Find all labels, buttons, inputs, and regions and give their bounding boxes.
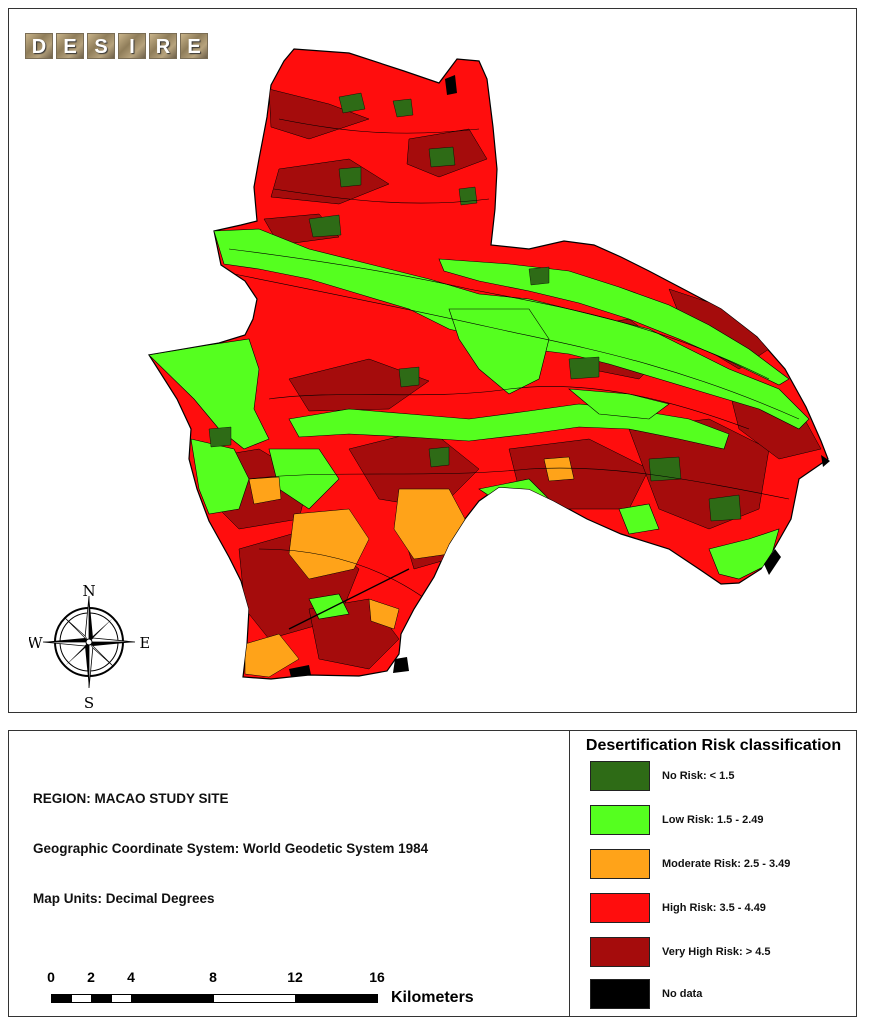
compass-north-label: N bbox=[82, 584, 95, 600]
compass-west-label: W bbox=[29, 634, 43, 652]
scale-tick-label: 4 bbox=[127, 969, 135, 985]
scale-segment bbox=[71, 994, 92, 1003]
region-label: REGION: MACAO STUDY SITE bbox=[33, 791, 229, 806]
no-data-zones bbox=[289, 75, 830, 677]
legend-label: Very High Risk: > 4.5 bbox=[662, 946, 771, 958]
river-line bbox=[288, 568, 410, 630]
compass-star-icon bbox=[42, 595, 136, 689]
legend-swatch bbox=[590, 893, 650, 923]
low-risk-zones bbox=[149, 228, 810, 620]
legend-swatch bbox=[590, 979, 650, 1009]
info-panel: REGION: MACAO STUDY SITE Geographic Coor… bbox=[8, 730, 857, 1017]
legend-label: No data bbox=[662, 988, 703, 1000]
legend-item-high-risk: High Risk: 3.5 - 4.49 bbox=[590, 893, 766, 923]
scale-segment bbox=[111, 994, 132, 1003]
logo-letter: E bbox=[56, 33, 84, 59]
legend-label: High Risk: 3.5 - 4.49 bbox=[662, 902, 766, 914]
logo-letter: R bbox=[149, 33, 177, 59]
no-risk-zones bbox=[208, 92, 742, 522]
legend: Desertification Risk classification No R… bbox=[569, 731, 856, 1016]
map-frame: D E S I R E N bbox=[8, 8, 857, 713]
compass-south-label: S bbox=[84, 694, 94, 712]
scale-segment bbox=[51, 994, 72, 1003]
legend-swatch bbox=[590, 937, 650, 967]
compass-rose: N S W E bbox=[29, 584, 149, 714]
legend-swatch bbox=[590, 805, 650, 835]
legend-item-very-high-risk: Very High Risk: > 4.5 bbox=[590, 937, 771, 967]
scale-tick-label: 8 bbox=[209, 969, 217, 985]
map-units-label: Map Units: Decimal Degrees bbox=[33, 891, 215, 906]
moderate-risk-zones bbox=[244, 456, 575, 678]
logo-letter: S bbox=[87, 33, 115, 59]
compass-east-label: E bbox=[140, 634, 149, 652]
legend-swatch bbox=[590, 849, 650, 879]
legend-item-moderate-risk: Moderate Risk: 2.5 - 3.49 bbox=[590, 849, 790, 879]
scale-tick-label: 12 bbox=[287, 969, 303, 985]
legend-item-low-risk: Low Risk: 1.5 - 2.49 bbox=[590, 805, 763, 835]
scale-segment bbox=[131, 994, 214, 1003]
legend-title: Desertification Risk classification bbox=[585, 737, 842, 754]
desire-logo: D E S I R E bbox=[25, 33, 208, 59]
logo-letter: D bbox=[25, 33, 53, 59]
legend-label: No Risk: < 1.5 bbox=[662, 770, 735, 782]
legend-item-no-risk: No Risk: < 1.5 bbox=[590, 761, 734, 791]
scale-bar: 0 2 4 8 12 16 Kilometers bbox=[45, 969, 505, 1013]
legend-swatch bbox=[590, 761, 650, 791]
logo-letter: E bbox=[180, 33, 208, 59]
scale-tick-label: 0 bbox=[47, 969, 55, 985]
legend-label: Low Risk: 1.5 - 2.49 bbox=[662, 814, 764, 826]
scale-unit-label: Kilometers bbox=[391, 989, 474, 1006]
scale-tick-label: 2 bbox=[87, 969, 95, 985]
scale-segment bbox=[295, 994, 378, 1003]
coordinate-system-label: Geographic Coordinate System: World Geod… bbox=[33, 841, 429, 856]
risk-map bbox=[148, 48, 830, 680]
contour-lines bbox=[218, 118, 800, 610]
scale-segment bbox=[213, 994, 296, 1003]
legend-label: Moderate Risk: 2.5 - 3.49 bbox=[662, 858, 791, 870]
legend-item-no-data: No data bbox=[590, 979, 702, 1009]
scale-segment bbox=[91, 994, 112, 1003]
logo-letter: I bbox=[118, 33, 146, 59]
scale-tick-label: 16 bbox=[369, 969, 385, 985]
